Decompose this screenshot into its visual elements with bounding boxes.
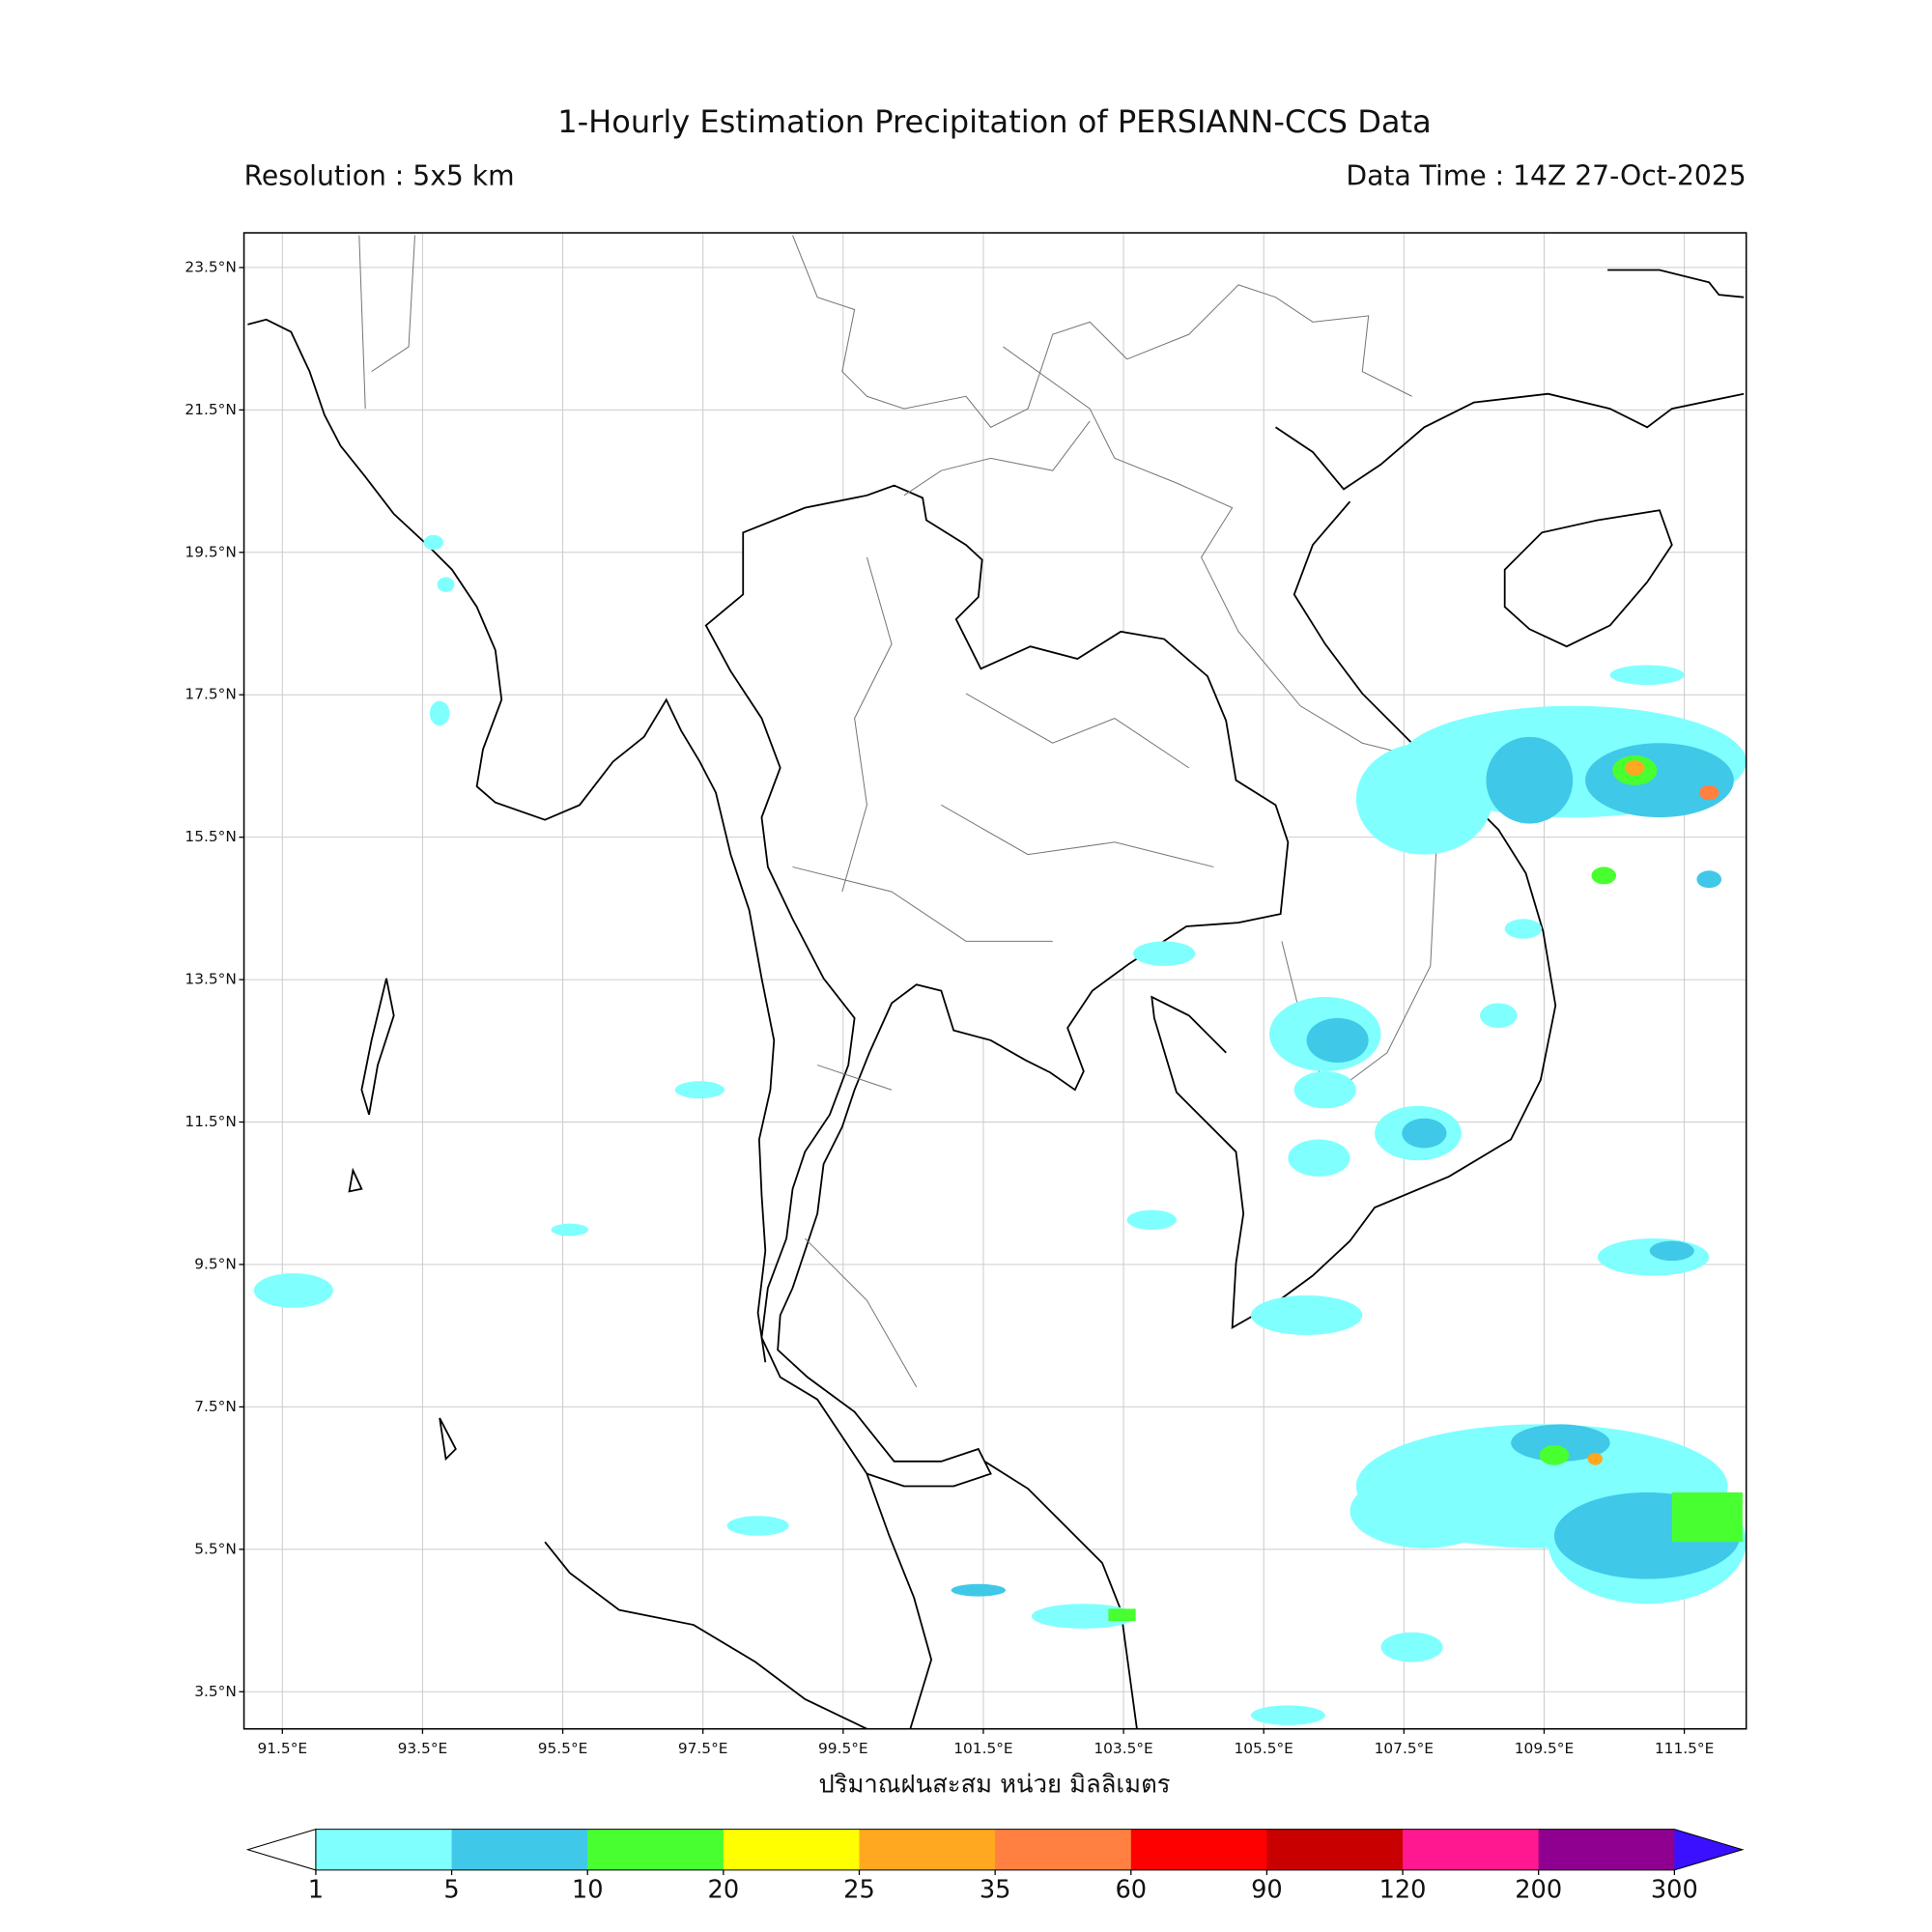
coastline-malaya (866, 1461, 1138, 1729)
colorbar-segment (723, 1829, 861, 1870)
colorbar-segment (995, 1829, 1132, 1870)
x-tick-label: 95.5°E (538, 1740, 588, 1757)
colorbar-segment (451, 1829, 588, 1870)
thailand (704, 484, 1290, 1488)
coastline-china (1607, 269, 1745, 298)
country-borders (358, 235, 1437, 1091)
colorbar-segment (587, 1829, 724, 1870)
x-tick-label: 97.5°E (678, 1740, 728, 1757)
colorbar-segment (859, 1829, 996, 1870)
colorbar-outline (315, 1829, 1745, 1871)
data-time: Data Time : 14Z 27-Oct-2025 (1346, 159, 1746, 191)
y-tick-label: 19.5°N (185, 543, 236, 560)
colorbar-segment (1403, 1829, 1540, 1870)
colorbar-label: 20 (708, 1876, 740, 1905)
colorbar-label: 60 (1115, 1876, 1147, 1905)
y-tick-label: 23.5°N (185, 258, 236, 275)
y-tick-label: 5.5°N (194, 1540, 237, 1557)
colorbar-label: 35 (980, 1876, 1011, 1905)
y-tick-label: 7.5°N (194, 1398, 237, 1415)
ticks: 23.5°N 21.5°N 19.5°N 17.5°N 15.5°N 13.5°N 11.5… (185, 258, 1714, 1756)
y-tick-label: 21.5°N (185, 401, 236, 418)
coastline-indochina (1151, 392, 1745, 1329)
x-tick-label: 91.5°E (257, 1740, 307, 1757)
colorbar-over (1674, 1829, 1743, 1870)
x-tick-label: 109.5°E (1515, 1740, 1574, 1757)
map-content (247, 235, 1747, 1729)
y-tick-label: 15.5°N (185, 828, 236, 845)
y-tick-label: 13.5°N (185, 971, 236, 988)
hainan (1503, 509, 1673, 648)
x-tick-label: 101.5°E (953, 1740, 1012, 1757)
colorbar-label: 200 (1515, 1876, 1562, 1905)
x-tick-label: 103.5°E (1094, 1740, 1152, 1757)
resolution: Resolution : 5x5 km (244, 159, 515, 191)
y-tick-label: 11.5°N (185, 1113, 236, 1130)
colorbar-label: 120 (1379, 1876, 1427, 1905)
colorbar: 1 5 10 20 25 35 60 90 120 200 300 (245, 1828, 1745, 1905)
x-axis-label: ปริมาณฝนสะสม หน่วย มิลลิเมตร (818, 1771, 1170, 1800)
colorbar-label: 1 (308, 1876, 324, 1905)
x-tick-label: 99.5°E (818, 1740, 868, 1757)
colorbar-segment (1266, 1829, 1404, 1870)
province-borders (792, 556, 1214, 1388)
colorbar-label: 5 (443, 1876, 459, 1905)
x-tick-label: 93.5°E (398, 1740, 448, 1757)
colorbar-segment (315, 1829, 453, 1870)
colorbar-label: 10 (572, 1876, 604, 1905)
colorbar-label: 90 (1251, 1876, 1283, 1905)
colorbar-segment (1538, 1829, 1675, 1870)
x-tick-label: 111.5°E (1655, 1740, 1714, 1757)
y-tick-label: 3.5°N (194, 1683, 237, 1700)
precipitation (253, 534, 1747, 1725)
x-tick-label: 105.5°E (1234, 1740, 1293, 1757)
coastline-sumatra (544, 1541, 867, 1729)
title: 1-Hourly Estimation Precipitation of PER… (557, 103, 1431, 140)
andaman-islands (348, 978, 457, 1462)
coastline-myanmar (247, 318, 776, 1363)
x-tick-label: 107.5°E (1375, 1740, 1434, 1757)
map-frame (242, 232, 1747, 1730)
colorbar-label: 300 (1651, 1876, 1698, 1905)
colorbar-segment (1130, 1829, 1268, 1870)
y-tick-label: 17.5°N (185, 686, 236, 703)
y-tick-label: 9.5°N (194, 1255, 237, 1272)
colorbar-under (245, 1828, 317, 1871)
colorbar-label: 25 (843, 1876, 875, 1905)
